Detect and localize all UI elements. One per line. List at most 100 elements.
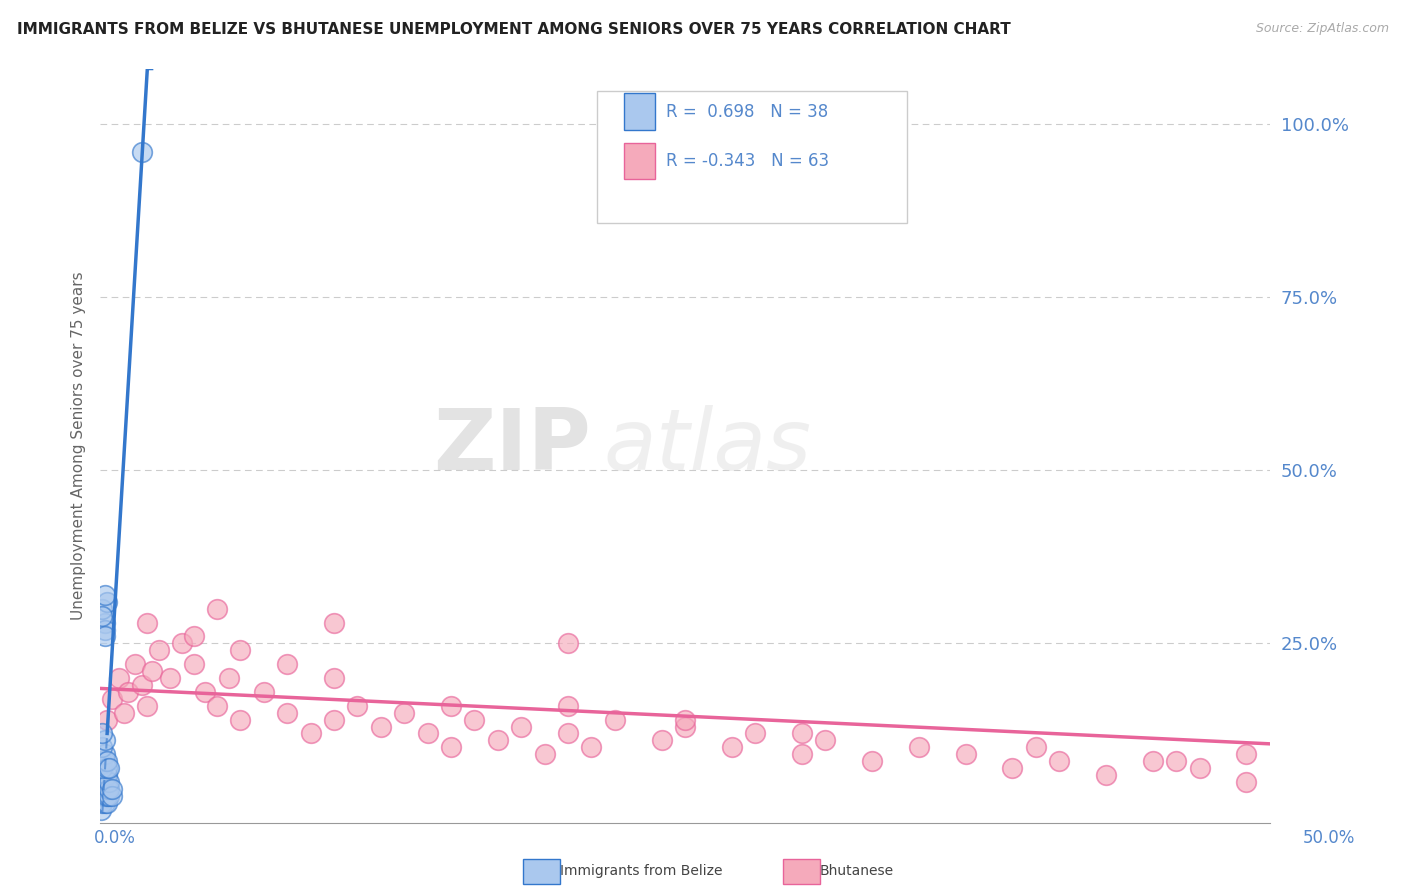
Point xyxy=(673,719,696,733)
Text: 50.0%: 50.0% xyxy=(1302,829,1355,847)
Point xyxy=(194,685,217,699)
Point xyxy=(346,698,368,713)
Point xyxy=(440,698,463,713)
Point xyxy=(323,671,346,685)
Point xyxy=(790,726,813,740)
Point xyxy=(1095,768,1118,782)
Point xyxy=(814,733,837,747)
Text: Source: ZipAtlas.com: Source: ZipAtlas.com xyxy=(1256,22,1389,36)
Point xyxy=(299,726,322,740)
Point xyxy=(98,761,121,775)
Point xyxy=(183,657,205,672)
Point xyxy=(908,740,931,755)
Point xyxy=(557,698,579,713)
Point xyxy=(416,726,439,740)
Point xyxy=(94,754,117,768)
Point xyxy=(486,733,509,747)
Point xyxy=(98,775,121,789)
Point xyxy=(1188,761,1211,775)
Point xyxy=(93,768,115,782)
Point xyxy=(603,713,626,727)
Point xyxy=(101,789,124,803)
Point xyxy=(91,781,114,796)
Point xyxy=(860,754,883,768)
Point xyxy=(94,789,117,803)
Point xyxy=(131,145,153,159)
Point xyxy=(94,747,117,762)
FancyBboxPatch shape xyxy=(624,94,655,130)
Point xyxy=(323,615,346,630)
Point xyxy=(557,726,579,740)
Point xyxy=(1001,761,1024,775)
Point xyxy=(557,636,579,650)
Point xyxy=(91,601,114,615)
Point xyxy=(651,733,673,747)
Point xyxy=(135,615,157,630)
Point xyxy=(112,706,135,720)
Point xyxy=(581,740,603,755)
Point xyxy=(91,726,114,740)
Point xyxy=(253,685,276,699)
Point xyxy=(90,803,112,817)
Point xyxy=(205,698,228,713)
Point xyxy=(276,706,298,720)
Point xyxy=(94,781,117,796)
Point xyxy=(1234,775,1257,789)
Point xyxy=(91,796,114,810)
Point xyxy=(323,713,346,727)
Point xyxy=(91,608,114,623)
Point xyxy=(101,781,124,796)
Point xyxy=(101,691,124,706)
Point xyxy=(744,726,766,740)
Point xyxy=(96,796,118,810)
Point xyxy=(98,781,121,796)
Point xyxy=(91,761,114,775)
Point xyxy=(96,754,118,768)
Point xyxy=(141,664,163,678)
Text: R =  0.698   N = 38: R = 0.698 N = 38 xyxy=(666,103,828,121)
Point xyxy=(533,747,555,762)
Y-axis label: Unemployment Among Seniors over 75 years: Unemployment Among Seniors over 75 years xyxy=(72,272,86,620)
Point xyxy=(91,754,114,768)
Point xyxy=(96,781,118,796)
Text: Bhutanese: Bhutanese xyxy=(820,864,894,879)
Point xyxy=(392,706,415,720)
Point xyxy=(96,775,118,789)
Point xyxy=(673,713,696,727)
Point xyxy=(94,733,117,747)
Point xyxy=(229,643,252,657)
Text: IMMIGRANTS FROM BELIZE VS BHUTANESE UNEMPLOYMENT AMONG SENIORS OVER 75 YEARS COR: IMMIGRANTS FROM BELIZE VS BHUTANESE UNEM… xyxy=(17,22,1011,37)
Point xyxy=(94,615,117,630)
Point xyxy=(98,789,121,803)
Point xyxy=(370,719,392,733)
Point xyxy=(1234,747,1257,762)
Point xyxy=(94,623,117,637)
Point xyxy=(170,636,193,650)
Point xyxy=(183,630,205,644)
Point xyxy=(96,713,118,727)
Text: 0.0%: 0.0% xyxy=(94,829,136,847)
FancyBboxPatch shape xyxy=(624,143,655,179)
Text: R = -0.343   N = 63: R = -0.343 N = 63 xyxy=(666,152,830,170)
Point xyxy=(91,775,114,789)
Point xyxy=(91,789,114,803)
Point xyxy=(510,719,533,733)
Text: ZIP: ZIP xyxy=(433,404,592,488)
Point xyxy=(91,740,114,755)
Point xyxy=(720,740,742,755)
Point xyxy=(131,678,153,692)
Point xyxy=(276,657,298,672)
Point xyxy=(440,740,463,755)
Point xyxy=(124,657,146,672)
Point xyxy=(1047,754,1070,768)
Point xyxy=(96,595,118,609)
Point xyxy=(94,588,117,602)
Point xyxy=(1025,740,1047,755)
Point xyxy=(135,698,157,713)
Point xyxy=(229,713,252,727)
Text: Immigrants from Belize: Immigrants from Belize xyxy=(560,864,723,879)
Point xyxy=(94,630,117,644)
Point xyxy=(1166,754,1188,768)
Point xyxy=(96,768,118,782)
FancyBboxPatch shape xyxy=(598,91,907,223)
